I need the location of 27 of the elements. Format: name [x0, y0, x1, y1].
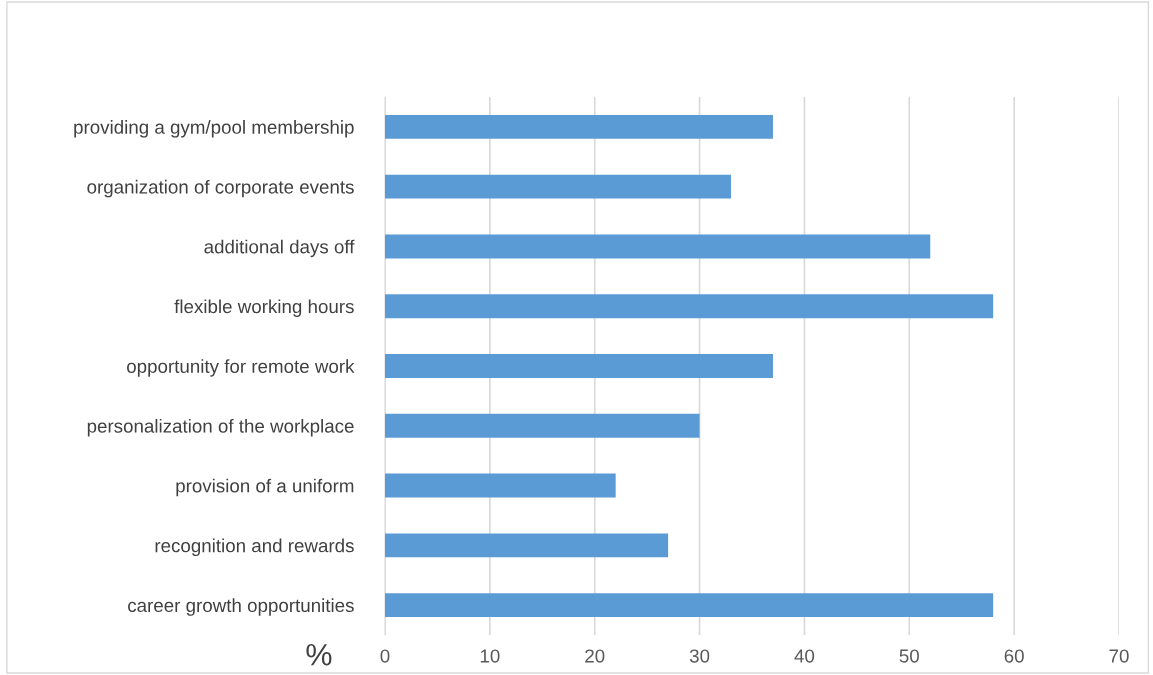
bar [385, 593, 994, 618]
y-tick-label: recognition and rewards [155, 538, 354, 557]
y-tick-label: personalization of the workplace [87, 418, 354, 437]
bar [385, 354, 773, 378]
y-tick-label: flexible working hours [174, 299, 354, 317]
x-tick-label: 60 [1004, 649, 1024, 663]
y-tick-label: provision of a uniform [176, 478, 354, 497]
x-tick-label: 0 [380, 649, 390, 663]
bar [385, 294, 994, 319]
y-tick-label: providing a gym/pool membership [74, 120, 354, 138]
bar [385, 114, 773, 139]
y-tick-label: additional days off [204, 239, 355, 258]
bar [385, 174, 732, 199]
x-axis-title: % [306, 644, 332, 666]
x-tick-label: 50 [899, 649, 919, 663]
x-tick-label: 40 [794, 649, 815, 663]
bar [385, 234, 931, 259]
x-tick-label: 10 [480, 649, 500, 663]
bar [385, 533, 669, 558]
bar [385, 413, 700, 438]
x-tick-label: 20 [585, 649, 605, 663]
y-tick-label: opportunity for remote work [127, 359, 355, 377]
x-tick-label: 30 [689, 649, 710, 663]
bar [385, 473, 616, 498]
x-tick-label: 70 [1109, 649, 1129, 663]
y-tick-label: career growth opportunities [128, 598, 354, 616]
y-tick-label: organization of corporate events [87, 179, 354, 198]
